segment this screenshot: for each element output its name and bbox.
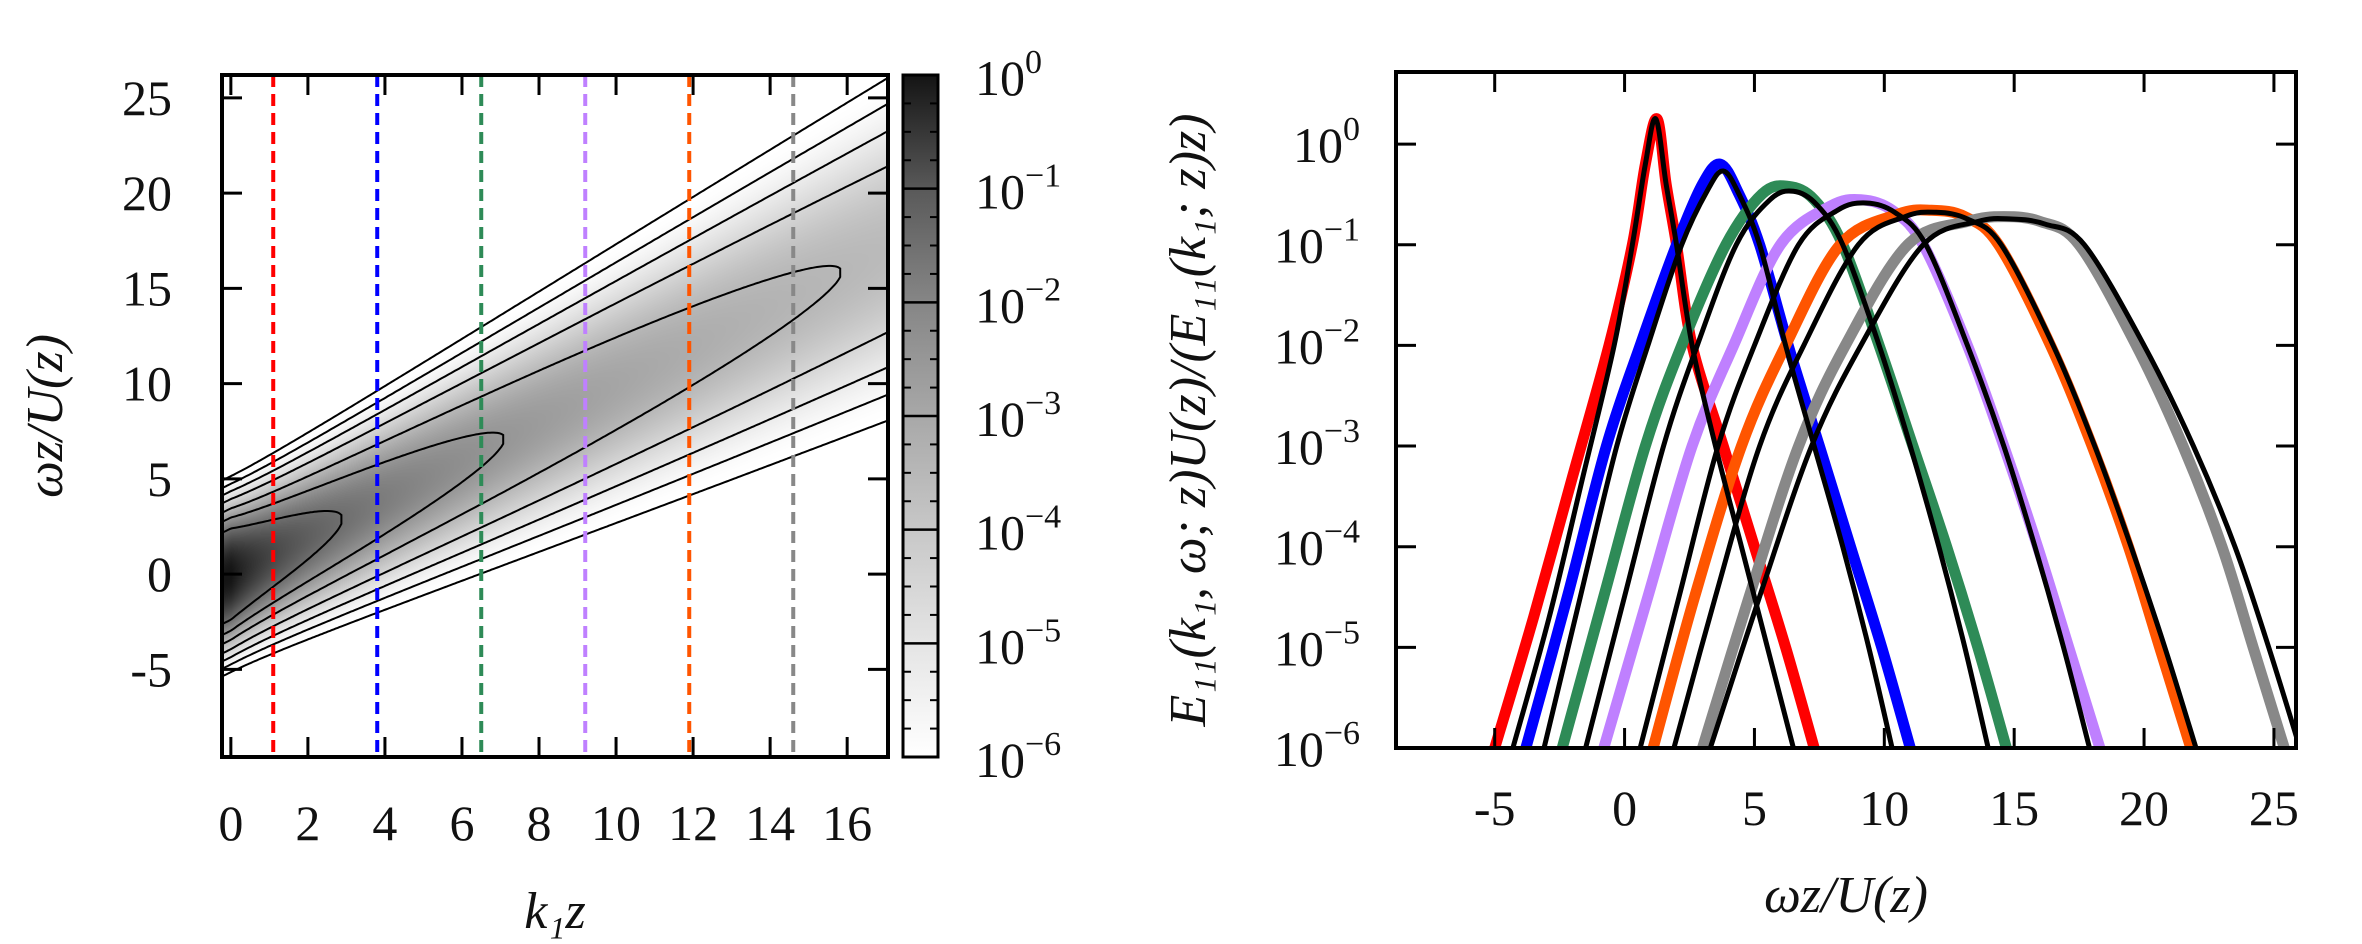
y-tick-label: 15 <box>122 260 172 316</box>
tick-exponent: −5 <box>1025 612 1061 649</box>
tick-exponent: 0 <box>1343 111 1360 148</box>
contour-line <box>222 431 505 636</box>
tick-base: 10 <box>1274 721 1324 777</box>
x-tick-label: 10 <box>591 795 641 851</box>
tick-exponent: −1 <box>1324 212 1360 249</box>
y-tick-label: 0 <box>147 546 172 602</box>
y-tick-label: 10 <box>122 356 172 412</box>
model-spectrum-line <box>1671 209 2199 748</box>
tick-base: 10 <box>975 391 1025 447</box>
y-tick-label: 25 <box>122 70 172 126</box>
model-spectrum-line <box>1510 116 1796 748</box>
right-plot-frame <box>1394 70 2298 750</box>
tick-exponent: −2 <box>1025 271 1061 308</box>
y-tick-label: 10−2 <box>1274 312 1360 374</box>
tick-exponent: −4 <box>1324 514 1360 551</box>
tick-exponent: −6 <box>1324 715 1360 752</box>
tick-base: 10 <box>975 277 1025 333</box>
tick-base: 10 <box>1274 620 1324 676</box>
colorbar-tick-label: 10−6 <box>975 726 1061 788</box>
x-tick-label: 20 <box>2119 780 2169 836</box>
x-tick-label: 8 <box>527 795 552 851</box>
tick-base: 10 <box>975 164 1025 220</box>
x-tick-label: 6 <box>449 795 474 851</box>
contour-line <box>222 510 343 626</box>
y-axis-label: E₁₁(k₁, ω; z)U(z)/(E₁₁(k₁; z)z) <box>1160 114 1217 728</box>
x-tick-label: 5 <box>1742 780 1767 836</box>
model-spectrum-line <box>1637 200 2093 748</box>
colorbar-tick-label: 100 <box>975 44 1042 106</box>
y-tick-label: 10−1 <box>1274 212 1360 274</box>
tick-exponent: 0 <box>1025 44 1042 81</box>
x-tick-label: 14 <box>745 795 795 851</box>
contour-line <box>222 129 888 663</box>
colorbar-tick-label: 10−5 <box>975 612 1061 674</box>
colorbar-tick-label: 10−1 <box>975 158 1061 220</box>
tick-exponent: −4 <box>1025 499 1061 536</box>
y-tick-label: 100 <box>1293 111 1360 173</box>
contour-line <box>222 76 888 678</box>
y-tick-label: 10−4 <box>1274 514 1360 576</box>
x-tick-label: 15 <box>1989 780 2039 836</box>
colorbar-tick-label: 10−4 <box>975 499 1061 561</box>
y-tick-label: 10−6 <box>1274 715 1360 777</box>
x-tick-label: 2 <box>295 795 320 851</box>
colorbar-tick-label: 10−2 <box>975 271 1061 333</box>
tick-base: 10 <box>975 505 1025 561</box>
measured-spectrum-line <box>1556 180 2012 748</box>
x-tick-label: 4 <box>372 795 397 851</box>
x-tick-label: 25 <box>2249 780 2299 836</box>
contour-line <box>222 264 842 646</box>
x-axis-label: ωz/U(z) <box>1764 867 1928 924</box>
tick-exponent: −2 <box>1324 312 1360 349</box>
colorbar-tick-label: 10−3 <box>975 385 1061 447</box>
tick-base: 10 <box>1274 218 1324 274</box>
y-tick-label: -5 <box>130 641 172 697</box>
tick-base: 10 <box>1274 419 1324 475</box>
tick-base: 10 <box>1274 520 1324 576</box>
y-tick-label: 10−3 <box>1274 413 1360 475</box>
contour-line <box>222 102 888 670</box>
tick-base: 10 <box>1274 318 1324 374</box>
y-tick-label: 20 <box>122 165 172 221</box>
x-tick-label: 16 <box>822 795 872 851</box>
tick-exponent: −5 <box>1324 614 1360 651</box>
tick-exponent: −3 <box>1025 385 1061 422</box>
model-spectrum-line <box>1707 215 2296 748</box>
contour-lines <box>222 76 888 678</box>
y-tick-label: 10−5 <box>1274 614 1360 676</box>
y-axis-label: ωz/U(z) <box>17 334 74 498</box>
y-tick-label: 5 <box>147 451 172 507</box>
tick-base: 10 <box>975 732 1025 788</box>
contour-line <box>222 165 888 655</box>
left-plot-frame <box>220 73 890 759</box>
tick-base: 10 <box>975 618 1025 674</box>
tick-exponent: −1 <box>1025 158 1061 195</box>
series-group <box>1489 113 2296 748</box>
tick-exponent: −3 <box>1324 413 1360 450</box>
x-tick-label: 10 <box>1859 780 1909 836</box>
model-spectrum-line <box>1541 168 1895 748</box>
x-tick-label: -5 <box>1474 780 1516 836</box>
tick-base: 10 <box>975 50 1025 106</box>
model-spectrum-line <box>1583 188 1991 748</box>
tick-exponent: −6 <box>1025 726 1061 763</box>
x-tick-label: 12 <box>668 795 718 851</box>
x-tick-label: 0 <box>1612 780 1637 836</box>
x-tick-label: 0 <box>218 795 243 851</box>
tick-base: 10 <box>1293 117 1343 173</box>
x-axis-label: k₁z <box>524 883 585 940</box>
